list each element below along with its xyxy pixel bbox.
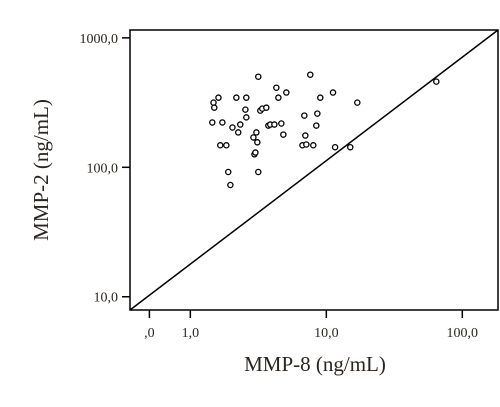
y-tick-label: 1000,0: [80, 32, 119, 47]
point: [237, 121, 244, 128]
x-tick-label: 10,0: [314, 326, 339, 341]
point: [313, 122, 320, 129]
point: [273, 84, 280, 91]
x-tick-label: ,0: [144, 326, 155, 341]
point: [252, 149, 259, 156]
point: [243, 94, 250, 101]
y-tick-label: 10,0: [94, 291, 119, 306]
point: [243, 114, 250, 121]
point: [229, 124, 236, 131]
point: [215, 94, 222, 101]
point: [211, 104, 218, 111]
point: [223, 142, 230, 149]
y-axis-title: MMP-2 (ng/mL): [29, 99, 53, 241]
point: [250, 134, 257, 141]
point: [307, 71, 314, 78]
point: [219, 119, 226, 126]
point: [347, 143, 354, 151]
plot-frame: [129, 29, 499, 311]
point: [242, 106, 249, 113]
point: [354, 99, 361, 106]
point: [301, 112, 308, 119]
point: [254, 139, 261, 146]
point: [303, 141, 310, 148]
point: [310, 142, 317, 149]
point: [209, 119, 216, 126]
point: [283, 89, 290, 96]
point: [302, 132, 309, 139]
point: [253, 129, 260, 136]
point: [329, 89, 337, 96]
point: [331, 143, 339, 151]
x-axis-title: MMP-8 (ng/mL): [244, 352, 386, 376]
x-tick-label: 1,0: [182, 326, 200, 341]
point: [278, 120, 285, 127]
point: [210, 99, 217, 106]
point: [217, 142, 224, 149]
point: [314, 110, 321, 117]
point: [271, 121, 278, 128]
point: [263, 104, 270, 111]
point: [317, 94, 324, 101]
point: [227, 181, 234, 189]
y-tick-label: 100,0: [87, 161, 119, 176]
point: [433, 78, 440, 85]
point: [233, 94, 240, 101]
point: [224, 168, 232, 176]
point: [255, 73, 262, 80]
identity-line: [129, 29, 499, 311]
point: [275, 94, 282, 101]
point: [234, 129, 242, 136]
point: [255, 168, 262, 176]
x-tick-label: 100,0: [447, 326, 479, 341]
point: [280, 131, 287, 138]
